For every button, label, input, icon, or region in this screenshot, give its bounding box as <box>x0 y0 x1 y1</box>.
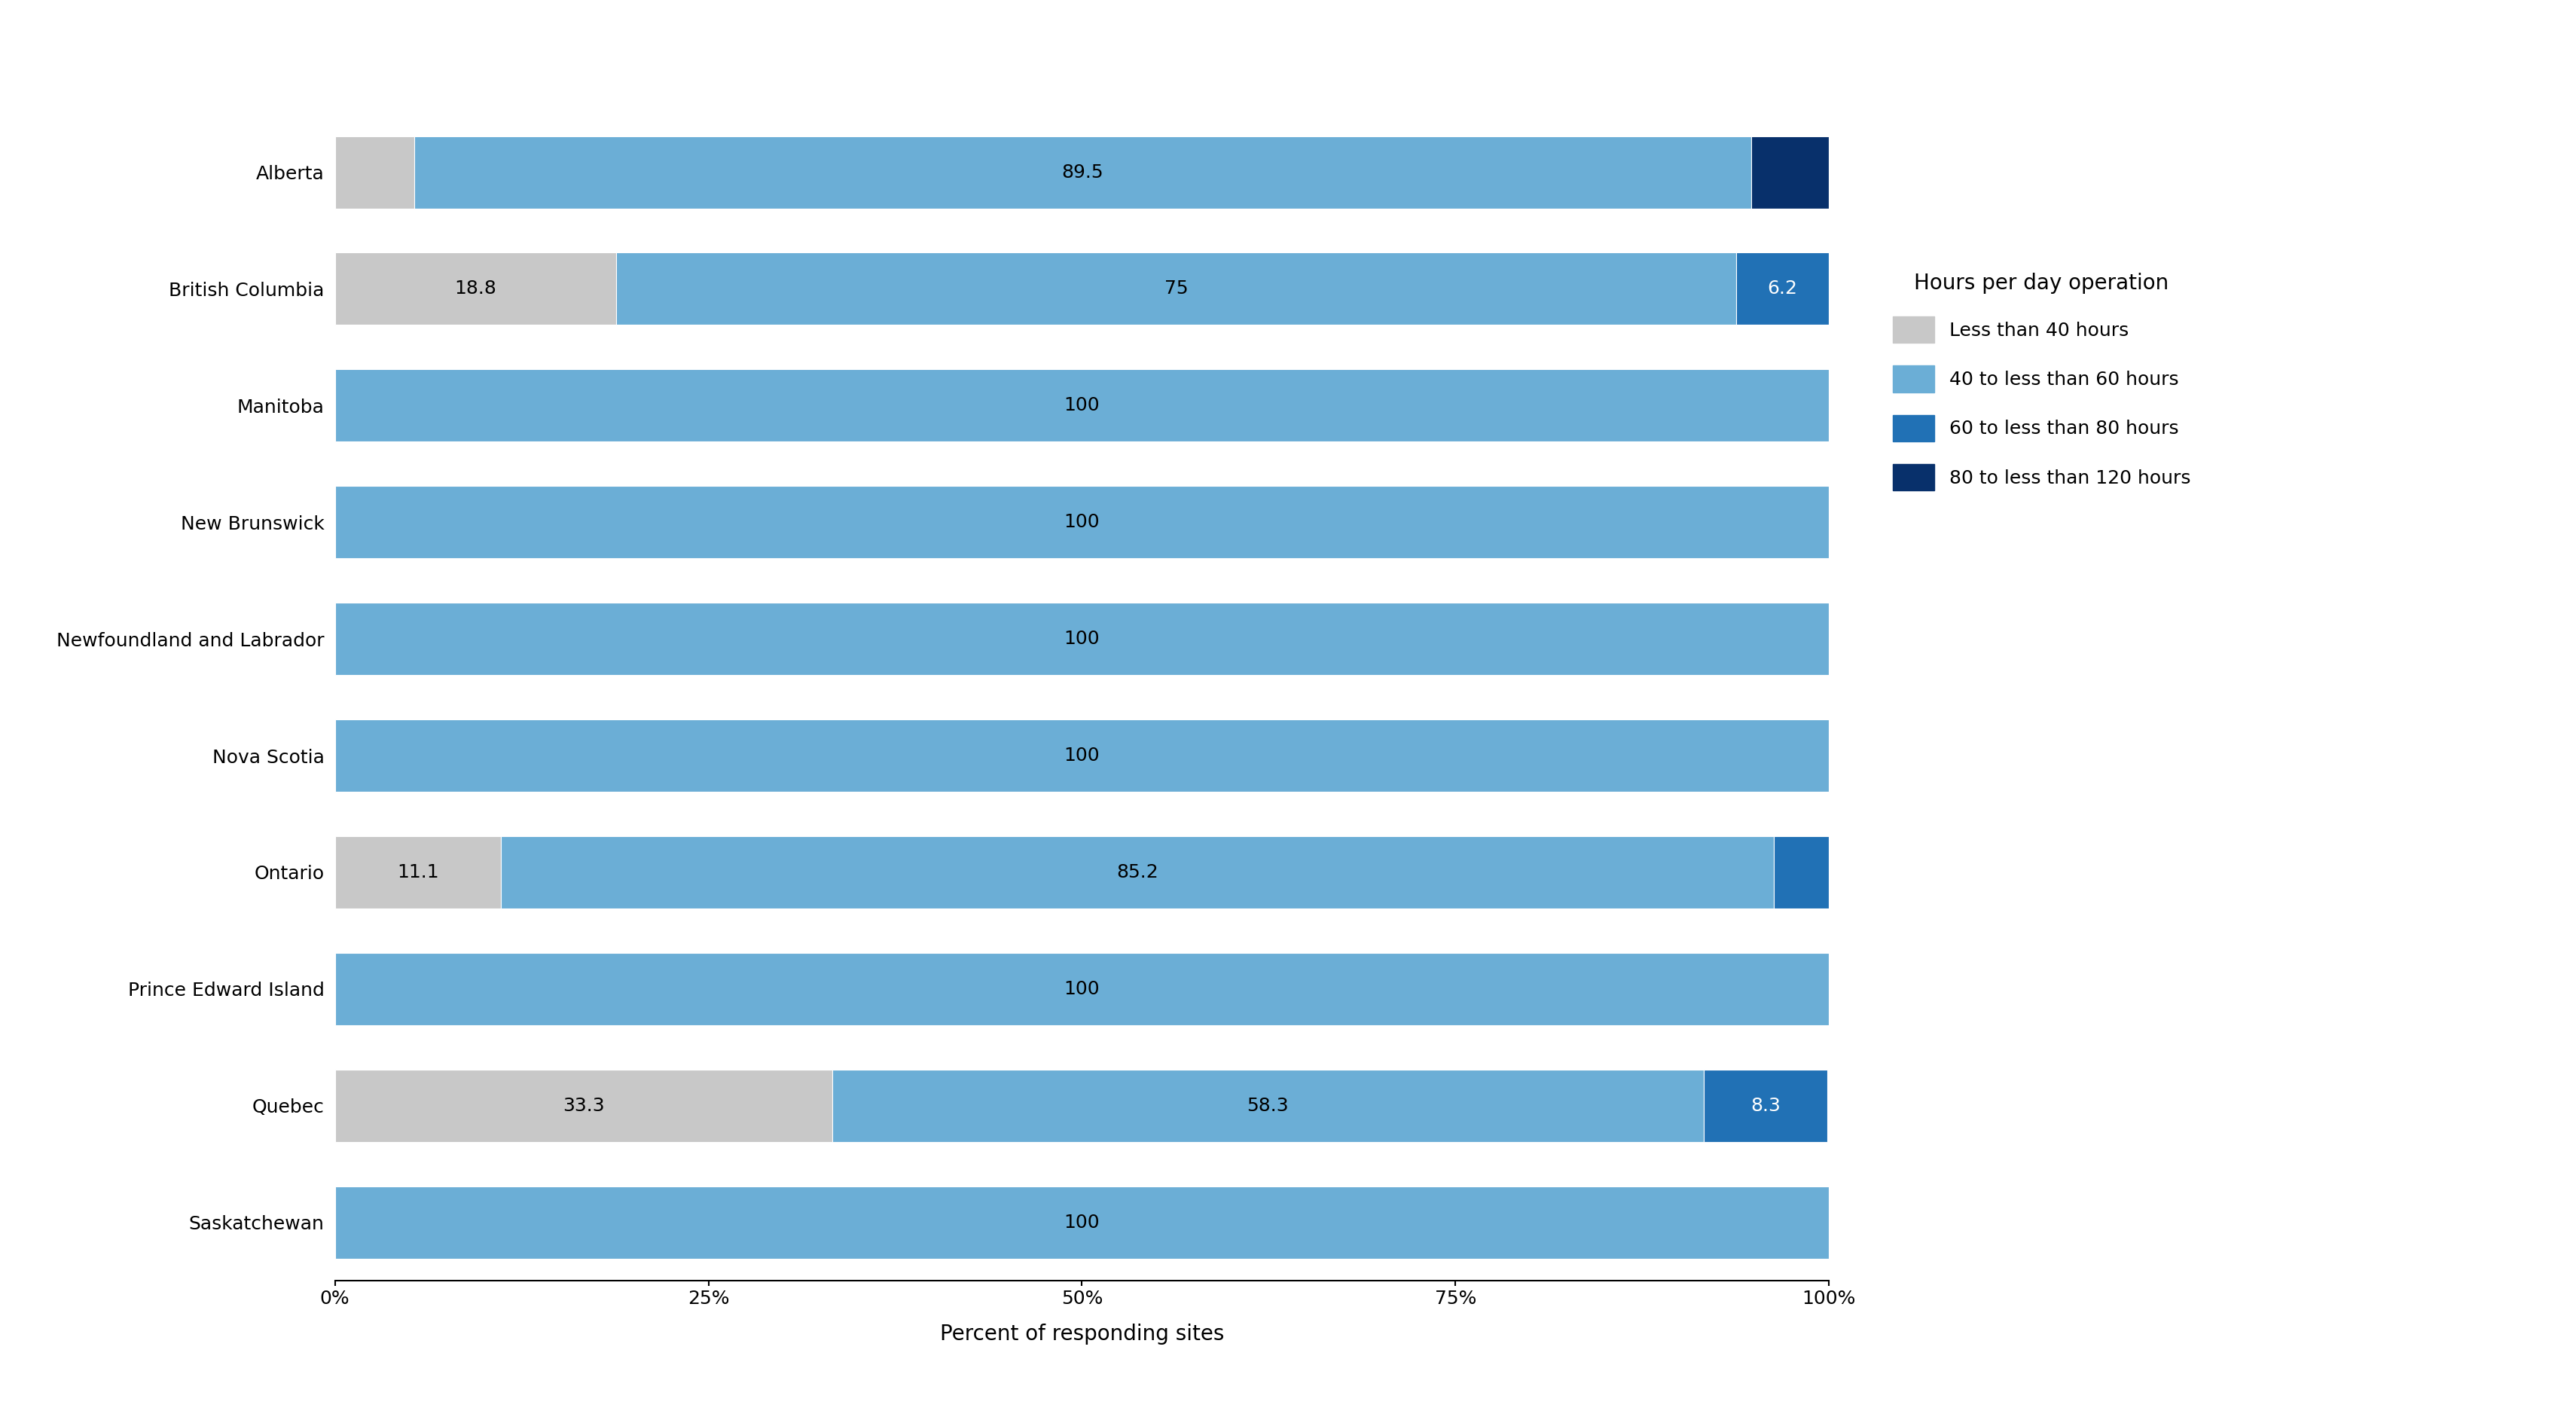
Text: 75: 75 <box>1164 280 1188 297</box>
Bar <box>335 137 415 208</box>
Bar <box>616 253 1736 324</box>
Text: 33.3: 33.3 <box>562 1097 605 1114</box>
Text: 100: 100 <box>1064 514 1100 531</box>
Text: 11.1: 11.1 <box>397 864 438 881</box>
Bar <box>832 1070 1703 1141</box>
Bar <box>335 1070 832 1141</box>
Text: 100: 100 <box>1064 980 1100 998</box>
Bar <box>415 137 1752 208</box>
Bar <box>1736 253 1829 324</box>
Bar <box>335 720 1829 791</box>
Text: 6.2: 6.2 <box>1767 280 1798 297</box>
Bar <box>335 1187 1829 1258</box>
Bar <box>1775 837 1829 908</box>
Bar <box>335 837 500 908</box>
Text: 85.2: 85.2 <box>1115 864 1159 881</box>
Text: 100: 100 <box>1064 630 1100 647</box>
Text: 18.8: 18.8 <box>453 280 497 297</box>
Text: 100: 100 <box>1064 397 1100 414</box>
X-axis label: Percent of responding sites: Percent of responding sites <box>940 1323 1224 1345</box>
Bar <box>335 603 1829 675</box>
Bar <box>335 487 1829 558</box>
Text: 8.3: 8.3 <box>1752 1097 1780 1114</box>
Bar <box>500 837 1775 908</box>
Text: 100: 100 <box>1064 1214 1100 1231</box>
Bar <box>335 370 1829 441</box>
Text: 89.5: 89.5 <box>1061 164 1103 181</box>
Bar <box>335 253 616 324</box>
Text: 100: 100 <box>1064 747 1100 764</box>
Bar <box>1703 1070 1826 1141</box>
Bar <box>335 953 1829 1025</box>
Bar <box>1752 137 1829 208</box>
Text: 58.3: 58.3 <box>1247 1097 1288 1114</box>
Legend: Less than 40 hours, 40 to less than 60 hours, 60 to less than 80 hours, 80 to le: Less than 40 hours, 40 to less than 60 h… <box>1883 263 2200 501</box>
